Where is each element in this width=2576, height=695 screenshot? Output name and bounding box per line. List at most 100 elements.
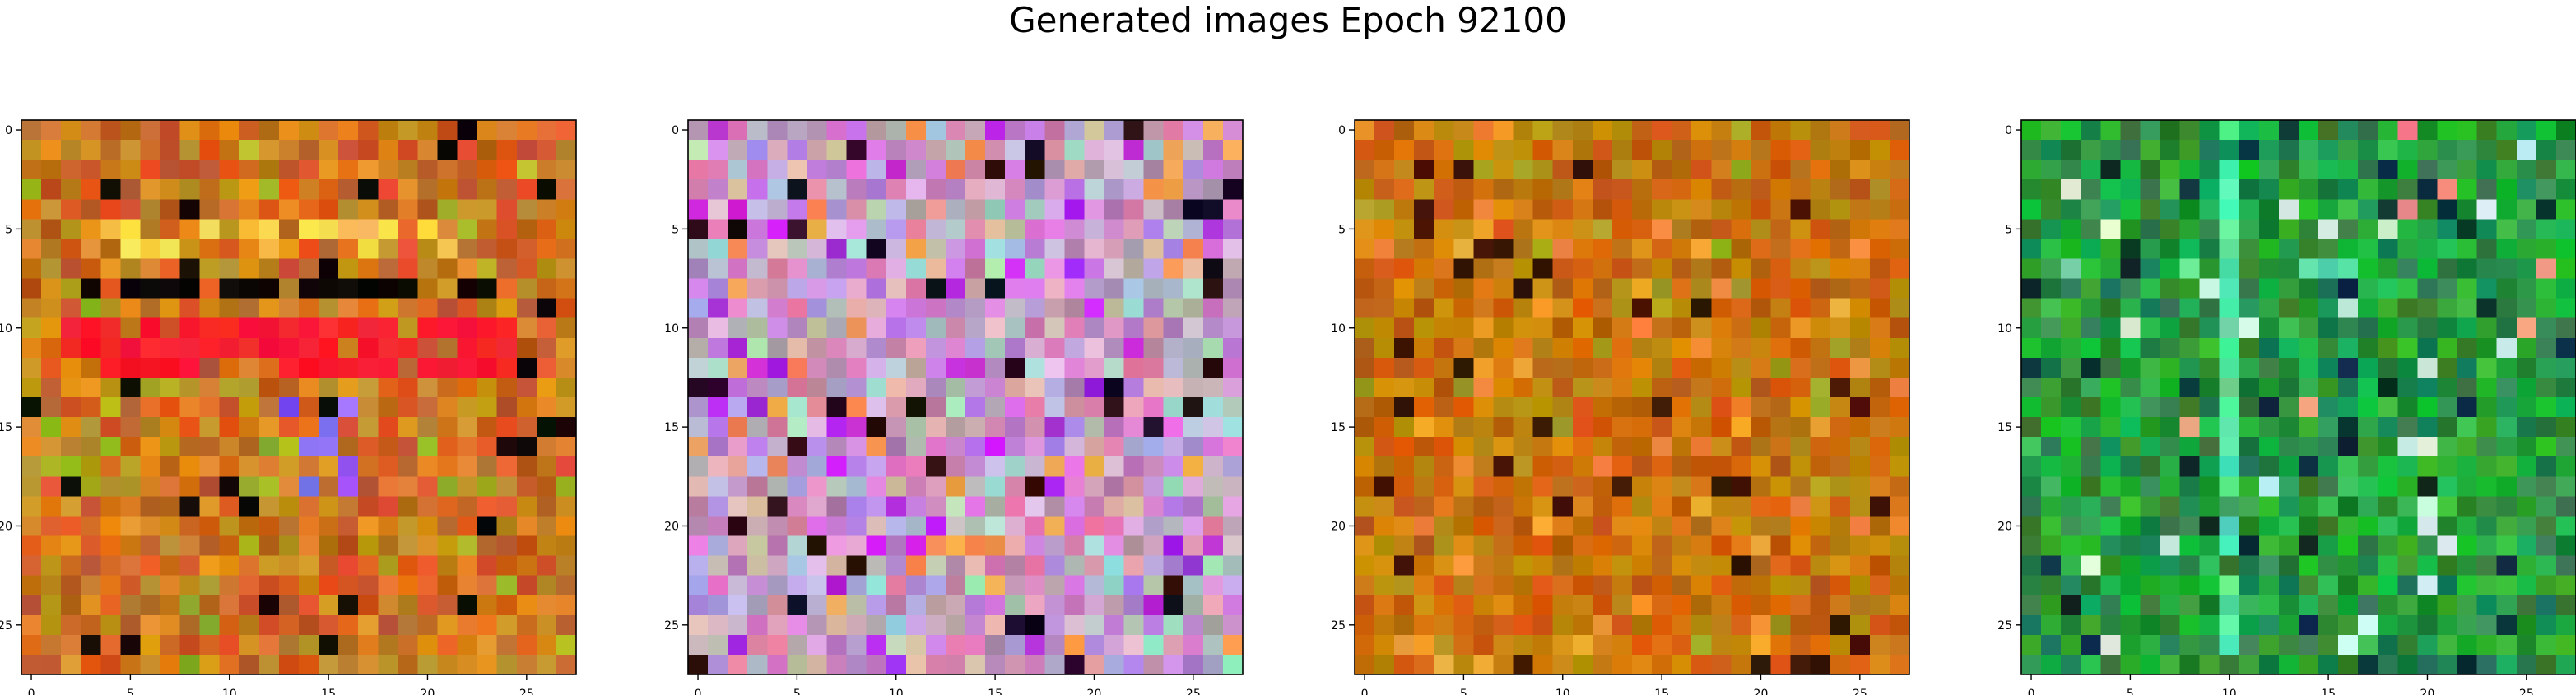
pixel [1394, 417, 1415, 438]
pixel [100, 298, 121, 319]
pixel [1513, 614, 1534, 636]
pixel [886, 239, 907, 260]
pixel [2536, 595, 2557, 616]
pixel [536, 456, 557, 477]
pixel [199, 417, 221, 438]
pixel [2258, 239, 2280, 260]
pixel [437, 377, 458, 398]
pixel [1849, 239, 1871, 260]
pixel [1790, 377, 1811, 398]
pixel [457, 535, 478, 557]
pixel [358, 654, 379, 675]
pixel [199, 179, 221, 200]
pixel [2120, 516, 2141, 537]
pixel [1202, 417, 1224, 438]
pixel [140, 437, 161, 457]
pixel [81, 239, 101, 260]
pixel [2160, 535, 2181, 557]
pixel [2437, 575, 2458, 596]
pixel [1025, 317, 1045, 339]
pixel [338, 357, 359, 378]
pixel [1374, 278, 1395, 299]
pixel [1222, 595, 1244, 616]
pixel [1493, 278, 1514, 299]
pixel [2437, 397, 2458, 418]
pixel [1183, 397, 1204, 418]
pixel [2496, 555, 2518, 577]
pixel [1025, 357, 1045, 378]
pixel [846, 496, 867, 517]
pixel [2120, 258, 2141, 280]
pixel [747, 239, 768, 260]
pixel [536, 258, 557, 280]
pixel [1374, 555, 1395, 577]
pixel [2437, 239, 2458, 260]
pixel [2199, 179, 2220, 200]
pixel [160, 476, 181, 497]
pixel [2120, 278, 2141, 299]
pixel [728, 575, 748, 596]
pixel [2318, 179, 2339, 200]
pixel [2021, 219, 2042, 240]
pixel [1025, 516, 1045, 537]
pixel [2358, 555, 2378, 577]
pixel [299, 634, 319, 656]
pixel [1810, 160, 1831, 180]
pixel [2239, 298, 2260, 319]
pixel [2021, 199, 2042, 220]
pixel [866, 199, 887, 220]
pixel [2397, 595, 2419, 616]
pixel [886, 437, 907, 457]
pixel [1889, 595, 1910, 616]
pixel [1084, 199, 1105, 220]
pixel [1672, 654, 1692, 675]
pixel [688, 377, 709, 398]
pixel [2358, 456, 2378, 477]
pixel [2239, 496, 2260, 517]
pixel [1414, 160, 1434, 180]
pixel [2100, 456, 2121, 477]
pixel [2061, 179, 2081, 200]
pixel [1572, 239, 1593, 260]
pixel [437, 575, 458, 596]
pixel [239, 317, 260, 339]
pixel [2081, 160, 2101, 180]
pixel [457, 179, 478, 200]
y-tick-label: 5 [1338, 223, 1346, 236]
pixel [2417, 140, 2439, 160]
pixel [278, 298, 300, 319]
pixel [1889, 317, 1910, 339]
pixel [747, 179, 768, 200]
pixel [1222, 634, 1244, 656]
pixel [2239, 120, 2260, 141]
pixel [2299, 179, 2319, 200]
pixel [945, 298, 966, 319]
pixel [1889, 417, 1910, 438]
pixel [199, 140, 221, 160]
pixel [1453, 317, 1475, 339]
pixel [1849, 357, 1871, 378]
pixel [1123, 278, 1145, 299]
pixel [2179, 476, 2201, 497]
pixel [219, 298, 240, 319]
pixel [398, 239, 419, 260]
pixel [925, 140, 946, 160]
pixel [2100, 278, 2121, 299]
pixel [1123, 516, 1145, 537]
pixel [2496, 476, 2518, 497]
pixel [2457, 298, 2478, 319]
pixel [417, 614, 439, 636]
pixel [41, 456, 62, 477]
pixel [2258, 575, 2280, 596]
pixel [437, 278, 458, 299]
pixel [21, 456, 42, 477]
pixel [747, 160, 768, 180]
pixel [100, 199, 121, 220]
pixel [2437, 456, 2458, 477]
pixel [728, 179, 748, 200]
pixel [1770, 575, 1792, 596]
axes-frame [1354, 119, 1910, 675]
pixel [1711, 298, 1732, 319]
pixel [688, 417, 709, 438]
pixel [120, 298, 142, 319]
